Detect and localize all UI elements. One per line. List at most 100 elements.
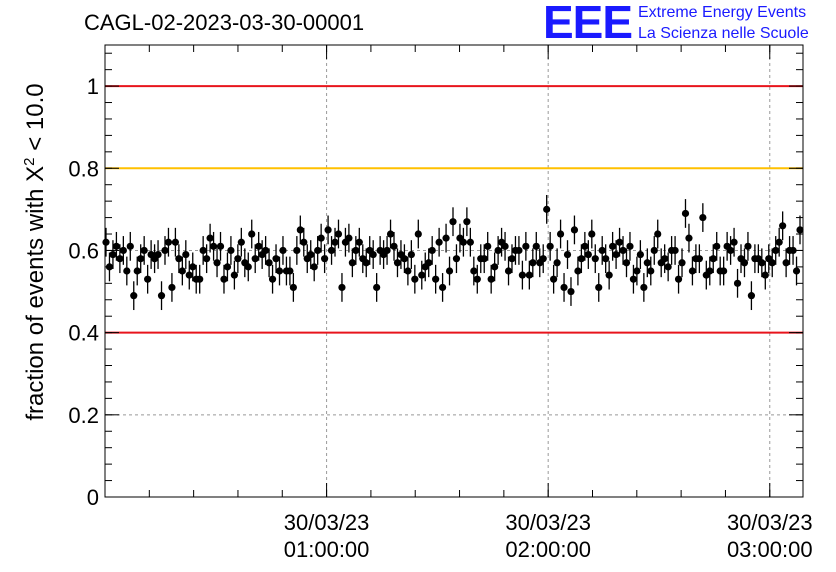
data-point: [404, 267, 412, 275]
data-point: [674, 275, 683, 283]
data-point: [109, 250, 117, 259]
x-tick-date-label: 30/03/23: [505, 510, 591, 535]
data-point: [640, 283, 648, 292]
data-point: [244, 263, 252, 271]
data-point: [647, 267, 655, 275]
y-tick-label: 1: [87, 74, 99, 99]
data-point: [255, 242, 263, 250]
data-point: [619, 246, 627, 255]
data-point: [595, 283, 603, 292]
logo-mark: EEE: [543, 0, 633, 48]
data-point: [563, 250, 572, 259]
data-point: [327, 246, 336, 255]
data-point: [695, 255, 703, 263]
data-point: [654, 230, 662, 238]
data-point: [459, 238, 468, 246]
data-point: [140, 246, 148, 255]
data-point: [779, 222, 787, 230]
data-point: [199, 246, 207, 255]
data-point: [650, 246, 658, 255]
data-point: [480, 255, 488, 263]
y-tick-label: 0.2: [68, 403, 99, 428]
data-point: [525, 271, 533, 279]
data-point: [518, 271, 527, 279]
data-point: [543, 205, 551, 213]
data-point: [713, 242, 721, 250]
data-point: [307, 250, 315, 259]
data-point: [539, 255, 547, 263]
data-point: [362, 259, 370, 267]
data-point: [452, 255, 461, 263]
data-point: [661, 255, 669, 263]
data-point: [317, 234, 325, 242]
data-point: [633, 267, 641, 275]
data-point: [227, 246, 235, 255]
data-point: [612, 250, 620, 259]
data-point: [584, 250, 592, 259]
data-point: [445, 267, 454, 275]
data-point: [390, 242, 398, 250]
data-point: [178, 267, 186, 275]
data-point: [438, 283, 447, 292]
data-point: [206, 234, 214, 242]
data-point: [220, 275, 228, 283]
data-point: [747, 292, 756, 300]
data-point: [501, 242, 509, 250]
data-point: [484, 242, 492, 250]
data-point: [119, 246, 127, 255]
axis-ticks: [104, 45, 803, 498]
data-point: [400, 255, 409, 263]
data-point: [588, 230, 596, 238]
data-point: [164, 238, 173, 246]
data-point: [345, 234, 353, 242]
data-point: [688, 267, 697, 275]
data-point: [553, 259, 561, 267]
data-point: [727, 246, 735, 255]
data-point: [744, 242, 752, 250]
data-point: [324, 226, 332, 234]
data-point: [196, 275, 204, 283]
data-point: [782, 259, 790, 267]
data-point: [369, 250, 377, 259]
data-point: [237, 238, 245, 246]
data-point: [567, 287, 575, 296]
data-point: [425, 259, 433, 267]
data-point: [615, 238, 624, 246]
data-point: [591, 255, 599, 263]
data-point: [300, 238, 308, 246]
data-point: [230, 271, 238, 279]
data-point: [175, 255, 183, 263]
data-point: [487, 275, 495, 283]
y-tick-label: 0: [87, 485, 99, 510]
data-point: [407, 250, 415, 259]
data-point: [209, 242, 218, 250]
data-point: [203, 255, 211, 263]
data-point: [775, 238, 783, 246]
data-point: [532, 242, 540, 250]
data-point: [383, 246, 391, 255]
data-point: [581, 242, 589, 250]
data-point: [296, 226, 304, 234]
data-point: [494, 246, 502, 255]
y-tick-label: 0.4: [68, 321, 99, 346]
data-point: [681, 209, 690, 218]
y-tick-label: 0.8: [68, 156, 99, 181]
data-point: [570, 226, 579, 234]
x-tick-time-label: 02:00:00: [505, 537, 591, 562]
data-point: [185, 271, 193, 279]
data-point: [685, 234, 693, 242]
x-tick-date-label: 30/03/23: [284, 510, 370, 535]
data-point: [157, 292, 166, 300]
data-point: [643, 259, 651, 267]
data-point: [393, 259, 402, 267]
data-point: [338, 283, 346, 292]
eee-logo: EEE Extreme Energy Events La Scienza nel…: [543, 0, 833, 48]
data-point: [463, 218, 471, 226]
data-point: [761, 271, 769, 279]
data-point: [550, 275, 558, 283]
data-point: [168, 283, 176, 292]
data-point: [629, 275, 638, 283]
data-point: [598, 246, 606, 255]
data-point: [171, 238, 179, 246]
data-point: [609, 242, 617, 250]
